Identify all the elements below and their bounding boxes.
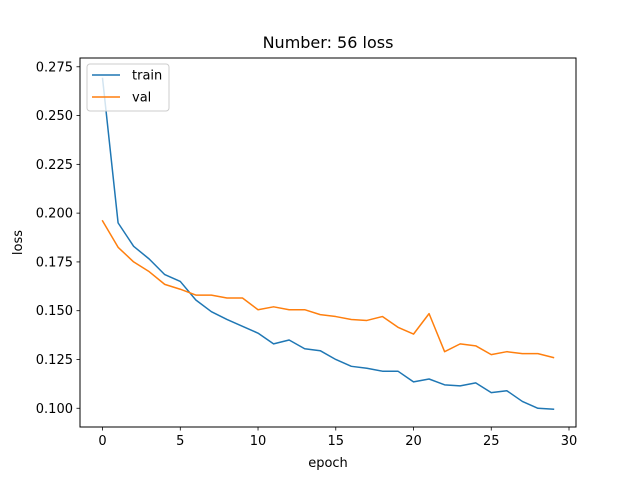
x-tick-label: 25	[483, 434, 500, 449]
y-tick-label: 0.150	[36, 304, 73, 319]
series-layer	[101, 77, 555, 411]
x-tick-label: 10	[250, 434, 267, 449]
y-tick-label: 0.250	[36, 109, 73, 124]
x-axis-label: epoch	[308, 456, 348, 471]
series-line-val	[101, 219, 555, 359]
x-tick-label: 30	[561, 434, 578, 449]
legend-label-train: train	[132, 69, 162, 84]
y-tick-label: 0.125	[36, 353, 73, 368]
y-tick-label: 0.200	[36, 207, 73, 222]
y-tick-label: 0.275	[36, 60, 73, 75]
x-axis: 0 5 10 15 20 25 30	[98, 427, 577, 449]
y-tick-label: 0.100	[36, 402, 73, 417]
chart-title: Number: 56 loss	[263, 33, 394, 52]
y-tick-label: 0.175	[36, 255, 73, 270]
y-tick-label: 0.225	[36, 158, 73, 173]
y-axis: 0.100 0.125 0.150 0.175 0.200 0.225 0.250 0.275	[36, 60, 80, 417]
x-tick-label: 20	[405, 434, 422, 449]
x-tick-label: 5	[176, 434, 184, 449]
y-axis-label: loss	[11, 230, 26, 255]
legend: train val	[86, 63, 170, 112]
legend-label-val: val	[132, 91, 151, 106]
x-tick-label: 0	[98, 434, 106, 449]
x-tick-label: 15	[328, 434, 345, 449]
plot-frame	[79, 57, 577, 428]
series-line-train	[101, 77, 555, 411]
